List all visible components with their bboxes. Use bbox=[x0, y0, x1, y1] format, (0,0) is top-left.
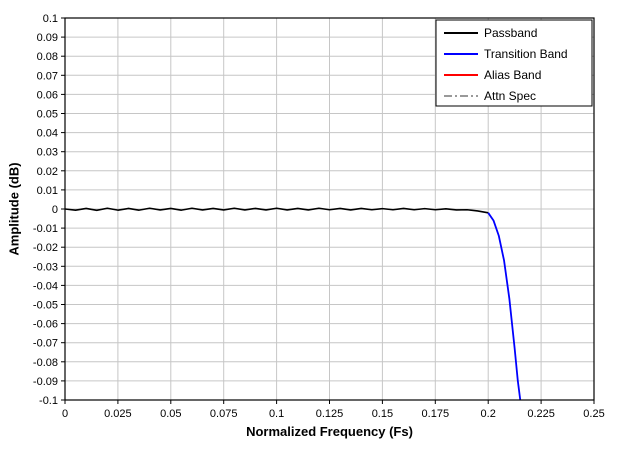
legend-label: Passband bbox=[484, 26, 537, 40]
y-tick-label: -0.07 bbox=[33, 338, 58, 350]
series-lines bbox=[65, 207, 522, 400]
y-tick-label: 0.03 bbox=[37, 147, 58, 159]
y-tick-label: 0.09 bbox=[37, 32, 58, 44]
legend-label: Transition Band bbox=[484, 47, 568, 61]
plot-border bbox=[64, 17, 595, 401]
y-tick-label: -0.06 bbox=[33, 319, 58, 331]
x-axis-ticks: 0 0.025 0.05 0.075 0.1 0.125 0.15 0.175 0.2 0.225… bbox=[62, 400, 605, 420]
y-axis-ticks: 0.1 0.09 0.08 0.07 0.06 0.05 0.04 0.03 0.02 0.01 0… bbox=[33, 13, 65, 407]
x-tick-label: 0.075 bbox=[210, 408, 238, 420]
y-tick-label: -0.05 bbox=[33, 300, 58, 312]
y-tick-label: -0.09 bbox=[33, 376, 58, 388]
y-tick-label: 0.08 bbox=[37, 51, 58, 63]
x-tick-label: 0.25 bbox=[583, 408, 604, 420]
y-tick-label: -0.08 bbox=[33, 357, 58, 369]
y-tick-label: -0.1 bbox=[39, 395, 58, 407]
y-tick-label: 0.01 bbox=[37, 185, 58, 197]
x-tick-label: 0.225 bbox=[527, 408, 555, 420]
y-tick-label: 0.1 bbox=[43, 13, 58, 25]
y-tick-label: 0 bbox=[52, 204, 58, 216]
y-tick-label: -0.02 bbox=[33, 242, 58, 254]
y-axis-title: Amplitude (dB) bbox=[6, 162, 22, 256]
y-tick-label: -0.03 bbox=[33, 261, 58, 273]
x-tick-label: 0.025 bbox=[104, 408, 132, 420]
x-tick-label: 0.125 bbox=[316, 408, 344, 420]
y-tick-label: -0.04 bbox=[33, 280, 58, 292]
x-tick-label: 0.1 bbox=[269, 408, 284, 420]
legend: Passband Transition Band Alias Band Attn Sp… bbox=[435, 19, 593, 107]
legend-box bbox=[435, 19, 593, 107]
y-tick-label: 0.02 bbox=[37, 166, 58, 178]
x-tick-label: 0.175 bbox=[422, 408, 450, 420]
y-tick-label: 0.06 bbox=[37, 89, 58, 101]
x-axis-title: Normalized Frequency (Fs) bbox=[246, 424, 413, 439]
legend-label: Attn Spec bbox=[484, 89, 536, 103]
y-tick-label: 0.04 bbox=[37, 128, 58, 140]
y-tick-label: -0.01 bbox=[33, 223, 58, 235]
x-tick-label: 0.05 bbox=[160, 408, 181, 420]
series-passband bbox=[65, 207, 489, 214]
y-tick-label: 0.07 bbox=[37, 70, 58, 82]
y-tick-label: 0.05 bbox=[37, 109, 58, 121]
x-tick-label: 0.15 bbox=[372, 408, 393, 420]
x-tick-label: 0 bbox=[62, 408, 68, 420]
legend-label: Alias Band bbox=[484, 68, 541, 82]
series-transition-band bbox=[487, 212, 522, 400]
x-tick-label: 0.2 bbox=[481, 408, 496, 420]
